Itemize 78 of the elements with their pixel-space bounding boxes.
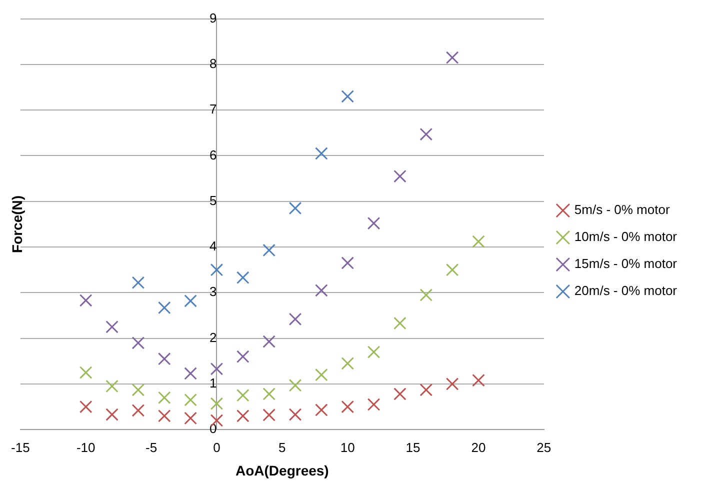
legend-label: 10m/s - 0% motor — [574, 229, 678, 244]
y-tick-label: 8 — [209, 56, 217, 72]
point — [341, 400, 354, 414]
point — [158, 301, 171, 314]
x-tick-label: 10 — [340, 440, 355, 455]
point — [106, 408, 118, 421]
y-tick-label: 1 — [209, 376, 217, 391]
point — [446, 51, 459, 64]
point — [106, 380, 118, 393]
point — [367, 398, 380, 411]
point — [210, 362, 224, 376]
legend-label: 5m/s - 0% motor — [574, 202, 670, 218]
point — [394, 170, 406, 183]
x-axis-title: AoA(Degrees) — [235, 462, 329, 478]
y-tick-label: 4 — [209, 238, 217, 254]
point — [236, 410, 250, 422]
point — [79, 294, 92, 307]
point — [472, 374, 485, 387]
point — [315, 368, 328, 382]
x-tick-label: 15 — [406, 440, 420, 455]
point — [341, 90, 354, 103]
point — [236, 350, 250, 363]
x-tick-label: -10 — [76, 440, 96, 455]
y-tick-label: 3 — [209, 284, 217, 300]
point — [367, 346, 380, 358]
point — [315, 404, 328, 416]
x-tick-label: -15 — [10, 440, 30, 455]
legend-label: 20m/s - 0% motor — [574, 283, 678, 298]
point — [132, 276, 145, 290]
point — [367, 216, 380, 230]
point — [446, 378, 459, 390]
point — [315, 147, 328, 160]
y-tick-label: 2 — [209, 330, 217, 345]
point — [472, 235, 485, 248]
y-tick-label: 5 — [209, 192, 217, 208]
x-tick-label: 25 — [536, 440, 552, 455]
point — [446, 263, 459, 276]
point — [420, 383, 433, 396]
point — [184, 394, 197, 406]
y-tick-label: 7 — [209, 102, 217, 117]
point — [341, 357, 354, 370]
point — [262, 388, 276, 400]
point — [394, 388, 406, 400]
legend-label: 15m/s - 0% motor — [574, 256, 678, 272]
point — [288, 202, 302, 215]
point — [79, 366, 92, 379]
point — [341, 256, 354, 270]
x-tick-label: 5 — [278, 440, 286, 455]
point — [288, 408, 302, 421]
point — [236, 271, 250, 284]
point — [315, 284, 328, 297]
point — [262, 335, 276, 348]
point — [394, 316, 406, 330]
point — [79, 400, 92, 414]
point — [158, 352, 171, 366]
point — [210, 397, 224, 410]
y-tick-label: 9 — [209, 10, 217, 26]
y-tick-label: 6 — [209, 147, 217, 162]
point — [158, 410, 171, 422]
point — [106, 320, 118, 334]
point — [288, 312, 302, 326]
point — [420, 128, 433, 141]
point — [288, 378, 302, 392]
point — [132, 383, 145, 396]
y-axis-title: Force(N) — [9, 195, 25, 253]
point — [262, 244, 276, 257]
point — [184, 412, 197, 425]
point — [158, 391, 171, 404]
point — [236, 388, 250, 402]
point — [132, 336, 145, 350]
point — [184, 367, 197, 380]
point — [184, 294, 197, 308]
point — [420, 288, 433, 302]
point — [132, 404, 145, 417]
point — [262, 408, 276, 422]
x-tick-label: -5 — [145, 440, 158, 455]
point — [210, 263, 224, 276]
x-tick-label: 20 — [471, 440, 486, 455]
